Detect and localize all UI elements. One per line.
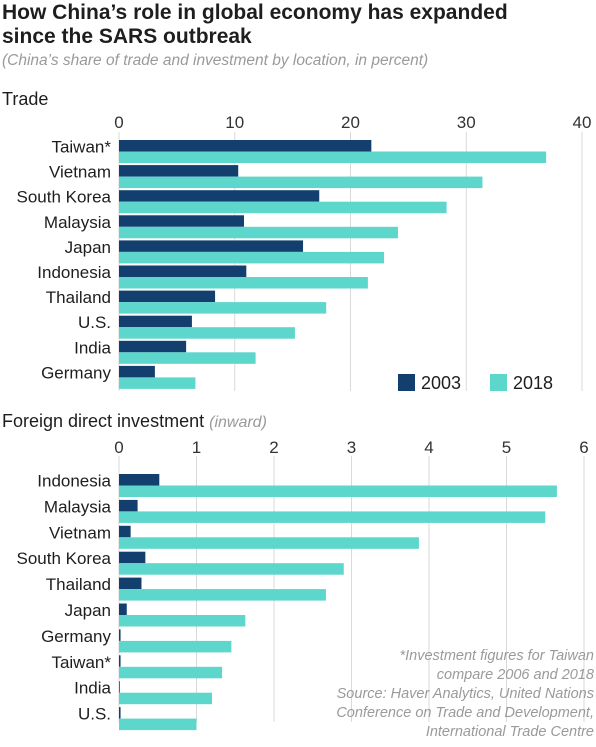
trade-category-label-taiwan: Taiwan* (51, 138, 111, 157)
fdi-bar-2003-u-s (119, 707, 121, 719)
fdi-category-label-thailand: Thailand (46, 575, 111, 594)
fdi-title-suffix: (inward) (209, 414, 267, 431)
fdi-bar-2018-germany (119, 640, 232, 653)
trade-bar-2018-japan (119, 251, 385, 264)
fdi-bar-2018-taiwan (119, 666, 223, 679)
fdi-bar-2018-thailand (119, 589, 326, 601)
fdi-tick-label-6: 6 (579, 438, 588, 457)
fdi-tick-label-5: 5 (502, 438, 511, 457)
fdi-tick-label-2: 2 (269, 438, 278, 457)
fdi-bar-2003-japan (119, 603, 127, 615)
trade-category-label-germany: Germany (41, 363, 111, 382)
fdi-bar-2018-south-korea (119, 563, 344, 575)
fdi-bar-2003-germany (119, 629, 121, 641)
trade-tick-label-40: 40 (573, 113, 592, 132)
fdi-bar-2003-south-korea (119, 551, 146, 564)
chart-subtitle: (China’s share of trade and investment b… (2, 52, 429, 69)
legend-label-2018: 2018 (513, 373, 553, 393)
fdi-category-label-japan: Japan (65, 601, 111, 620)
fdi-bar-2003-vietnam (119, 525, 131, 538)
trade-bar-2018-vietnam (119, 176, 483, 189)
fdi-bar-2018-indonesia (119, 485, 557, 497)
fdi-category-label-malaysia: Malaysia (44, 497, 112, 516)
trade-category-label-thailand: Thailand (46, 288, 111, 307)
source-line-2: Conference on Trade and Development, (336, 705, 594, 721)
fdi-bar-2018-india (119, 692, 212, 705)
trade-title-text: Trade (2, 89, 49, 109)
trade-category-label-south-korea: South Korea (16, 188, 111, 207)
trade-bar-2003-germany (119, 365, 155, 378)
fdi-bar-2003-taiwan (119, 655, 121, 667)
trade-bar-2018-south-korea (119, 201, 447, 214)
fdi-tick-label-0: 0 (114, 438, 123, 457)
trade-bar-2003-taiwan (119, 140, 372, 152)
fdi-category-label-u-s: U.S. (78, 705, 111, 724)
trade-bar-2018-u-s (119, 327, 295, 339)
legend-swatch-2018 (490, 374, 507, 391)
fdi-bar-2003-indonesia (119, 474, 160, 486)
trade-tick-label-30: 30 (457, 113, 476, 132)
trade-bar-2018-thailand (119, 302, 327, 314)
footnote-line-1: *Investment figures for Taiwan (399, 648, 594, 664)
fdi-category-label-taiwan: Taiwan* (51, 653, 111, 672)
footnote: *Investment figures for Taiwan compare 2… (264, 647, 594, 742)
trade-category-label-u-s: U.S. (78, 313, 111, 332)
trade-bar-2018-germany (119, 377, 196, 389)
source-line-1: Source: Haver Analytics, United Nations (336, 686, 594, 702)
trade-tick-label-20: 20 (341, 113, 360, 132)
fdi-category-label-indonesia: Indonesia (37, 472, 111, 491)
trade-category-label-india: India (74, 338, 111, 357)
fdi-bar-2003-malaysia (119, 499, 138, 512)
fdi-tick-label-4: 4 (424, 438, 433, 457)
source-line-3: International Trade Centre (425, 724, 594, 740)
fdi-title-text: Foreign direct investment (2, 411, 205, 431)
trade-bar-2018-indonesia (119, 277, 368, 289)
trade-bar-2003-south-korea (119, 190, 320, 202)
fdi-bar-2003-india (119, 681, 120, 693)
trade-bar-2003-indonesia (119, 265, 247, 277)
fdi-category-label-germany: Germany (41, 627, 111, 646)
trade-section-title: Trade (2, 89, 48, 110)
trade-tick-label-0: 0 (114, 113, 123, 132)
fdi-category-label-south-korea: South Korea (16, 549, 111, 568)
fdi-bar-2018-malaysia (119, 511, 546, 523)
fdi-tick-label-1: 1 (192, 438, 201, 457)
trade-bar-2018-taiwan (119, 151, 547, 163)
fdi-bar-2018-u-s (119, 718, 197, 731)
trade-bar-2003-vietnam (119, 165, 239, 177)
trade-bar-2003-india (119, 340, 187, 353)
chart-title: How China’s role in global economy has e… (2, 1, 594, 49)
title-line-1: How China’s role in global economy has e… (2, 1, 508, 24)
trade-category-label-indonesia: Indonesia (37, 263, 111, 282)
fdi-bar-2018-vietnam (119, 537, 419, 549)
trade-bar-2003-japan (119, 240, 304, 252)
fdi-category-label-india: India (74, 679, 111, 698)
fdi-bar-2018-japan (119, 615, 246, 627)
trade-bar-2018-india (119, 352, 256, 364)
trade-bar-2003-u-s (119, 315, 192, 328)
fdi-category-label-vietnam: Vietnam (49, 523, 111, 542)
trade-bar-2003-thailand (119, 290, 216, 303)
legend-label-2003: 2003 (421, 373, 461, 393)
title-line-2: since the SARS outbreak (2, 25, 252, 48)
trade-tick-label-10: 10 (225, 113, 244, 132)
trade-bar-2018-malaysia (119, 226, 398, 239)
trade-category-label-vietnam: Vietnam (49, 163, 111, 182)
trade-category-label-japan: Japan (65, 238, 111, 257)
legend-swatch-2003 (398, 374, 415, 391)
footnote-line-2: compare 2006 and 2018 (436, 667, 594, 683)
trade-bar-2003-malaysia (119, 215, 245, 227)
trade-category-label-malaysia: Malaysia (44, 213, 112, 232)
fdi-bar-2003-thailand (119, 577, 142, 590)
fdi-section-title: Foreign direct investment (inward) (2, 411, 267, 432)
fdi-tick-label-3: 3 (347, 438, 356, 457)
